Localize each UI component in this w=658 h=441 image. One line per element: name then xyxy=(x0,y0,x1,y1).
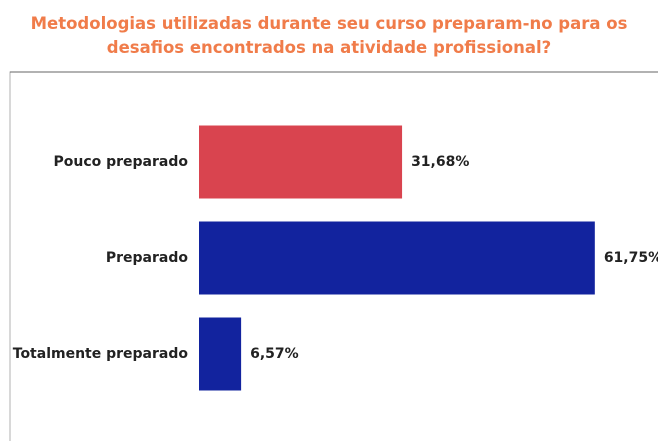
value-label: 61,75% xyxy=(604,250,658,266)
category-label: Pouco preparado xyxy=(53,154,188,170)
value-label: 6,57% xyxy=(250,346,299,362)
chart-title: Metodologias utilizadas durante seu curs… xyxy=(30,14,628,57)
value-label: 31,68% xyxy=(411,154,469,170)
bar xyxy=(199,317,242,391)
bar xyxy=(199,221,595,295)
bar xyxy=(199,125,403,199)
category-label: Totalmente preparado xyxy=(13,346,189,362)
category-label: Preparado xyxy=(106,250,189,266)
